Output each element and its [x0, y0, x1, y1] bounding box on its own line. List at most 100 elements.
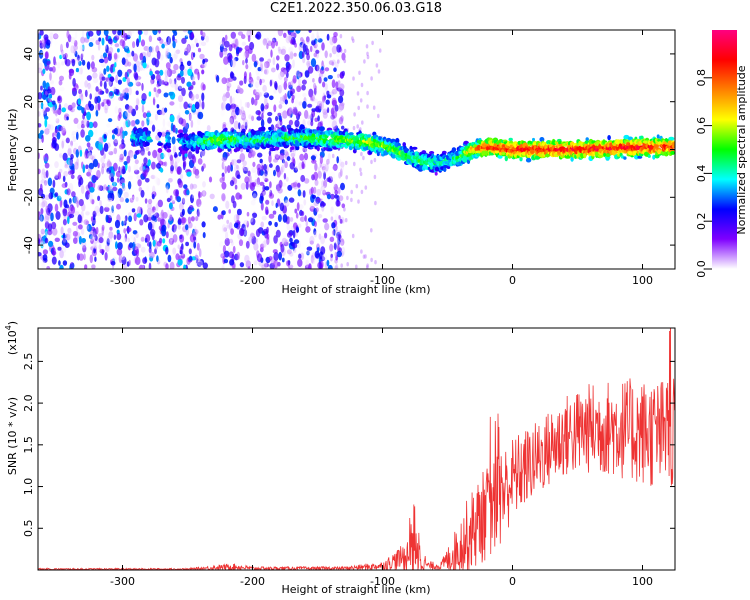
spectrogram-cell — [221, 157, 227, 162]
spectrogram-cell — [295, 226, 300, 233]
spectrogram-cell — [72, 136, 77, 143]
spectrogram-cell — [121, 182, 125, 189]
spectrogram-cell — [101, 102, 105, 107]
spectrogram-cell — [316, 31, 319, 40]
spectrogram-cell — [357, 199, 360, 204]
spectrogram-cell — [80, 53, 84, 59]
spectrogram-cell — [307, 103, 313, 108]
spectrogram-cell — [173, 50, 179, 60]
spectrogram-cell — [672, 143, 675, 148]
spectrogram-cell — [583, 153, 587, 159]
spectrogram-cell — [74, 211, 80, 216]
spectrogram-cell — [365, 44, 369, 49]
spectrogram-cell — [86, 61, 91, 70]
spectrogram-cell — [310, 254, 314, 264]
spectrogram-cell — [296, 70, 300, 80]
spectrogram-cell — [313, 148, 318, 158]
spectrogram-cell — [221, 224, 227, 234]
spectrogram-cell — [76, 225, 79, 232]
spectrogram-cell — [294, 99, 299, 104]
spectrogram-cell — [172, 145, 177, 155]
spectrogram-cell — [306, 188, 310, 193]
spectrogram-cell — [98, 142, 103, 151]
spectrogram-cell — [53, 33, 59, 40]
spectrogram-cell — [192, 52, 196, 58]
spectrogram-cell — [119, 177, 125, 185]
spectrogram-cell — [240, 106, 244, 114]
spectrogram-cell — [98, 136, 104, 145]
spectrogram-cell — [198, 39, 202, 47]
spectrogram-cell — [246, 148, 250, 153]
spectrogram-cell — [164, 75, 168, 85]
spectrogram-cell — [234, 184, 238, 190]
spectrogram-cell — [122, 111, 128, 120]
spectrogram-cell — [67, 159, 73, 167]
spectrogram-cell — [80, 66, 83, 75]
spectrogram-cell — [320, 235, 325, 245]
spectrogram-cell — [238, 122, 241, 130]
spectrogram-cell — [60, 226, 64, 235]
spectrogram-cell — [103, 142, 109, 152]
spectrogram-cell — [154, 58, 160, 68]
spectrogram-cell — [43, 180, 48, 186]
spectrogram-cell — [155, 75, 161, 81]
spectrogram-cell — [302, 190, 306, 198]
spectrogram-cell — [120, 179, 126, 184]
snr-scale-exponent: 4 — [4, 325, 13, 330]
spectrogram-cell — [233, 222, 239, 229]
spectrogram-cell — [326, 158, 330, 165]
spectrogram-cell — [92, 174, 97, 183]
spectrogram-cell — [250, 233, 256, 238]
spectrogram-cell — [268, 213, 275, 219]
spectrogram-cell — [105, 88, 109, 94]
y-tick-label: 1.5 — [22, 436, 35, 454]
spectrogram-cell — [272, 210, 277, 215]
spectrogram-cell — [331, 61, 335, 66]
spectrogram-cell — [40, 51, 45, 56]
spectrogram-cell — [52, 123, 57, 127]
spectrogram-cell — [99, 248, 105, 254]
spectrogram-cell — [174, 78, 177, 85]
spectrogram-cell — [196, 242, 200, 251]
spectrogram-cell — [168, 213, 173, 222]
spectrogram-cell — [273, 189, 279, 195]
spectrogram-cell — [627, 136, 634, 141]
spectrogram-cell — [250, 224, 256, 231]
spectrogram-cell — [174, 121, 178, 126]
spectrogram-cell — [293, 239, 300, 244]
spectrogram-cell — [128, 149, 134, 158]
spectrogram-cell — [135, 133, 141, 139]
spectrogram-cell — [136, 38, 140, 48]
spectrogram-cell — [167, 139, 171, 144]
spectrogram-cell — [44, 215, 50, 223]
spectrogram-cell — [40, 207, 44, 215]
spectrogram-cell — [246, 30, 252, 38]
spectrogram-cell — [133, 212, 137, 222]
spectrogram-cell — [97, 184, 103, 191]
spectrogram-cell — [117, 48, 120, 53]
spectrogram-cell — [223, 47, 228, 52]
spectrogram-cell — [121, 256, 127, 266]
spectrogram-cell — [200, 151, 203, 158]
spectrogram-cell — [337, 73, 340, 79]
spectrogram-cell — [191, 192, 195, 199]
spectrogram-cell — [151, 193, 155, 200]
spectrogram-cell — [61, 140, 64, 149]
spectrogram-cell — [38, 201, 41, 207]
spectrogram-cell — [151, 161, 156, 170]
spectrogram-cell — [113, 86, 116, 92]
spectrogram-cell — [200, 41, 207, 47]
spectrogram-cell — [134, 169, 140, 175]
spectrogram-cell — [325, 99, 330, 105]
spectrogram-cell — [331, 88, 338, 95]
spectrogram-cell — [247, 61, 252, 71]
spectrogram-cell — [247, 233, 251, 242]
spectrogram-cell — [301, 161, 305, 170]
spectrogram-cell — [282, 214, 288, 223]
spectrogram-cell — [44, 128, 50, 135]
spectrogram-cell — [197, 261, 202, 267]
spectrogram-cell — [117, 79, 122, 85]
spectrogram-cell — [80, 53, 84, 62]
spectrogram-cell — [335, 235, 339, 244]
spectrogram-cell — [157, 36, 162, 41]
